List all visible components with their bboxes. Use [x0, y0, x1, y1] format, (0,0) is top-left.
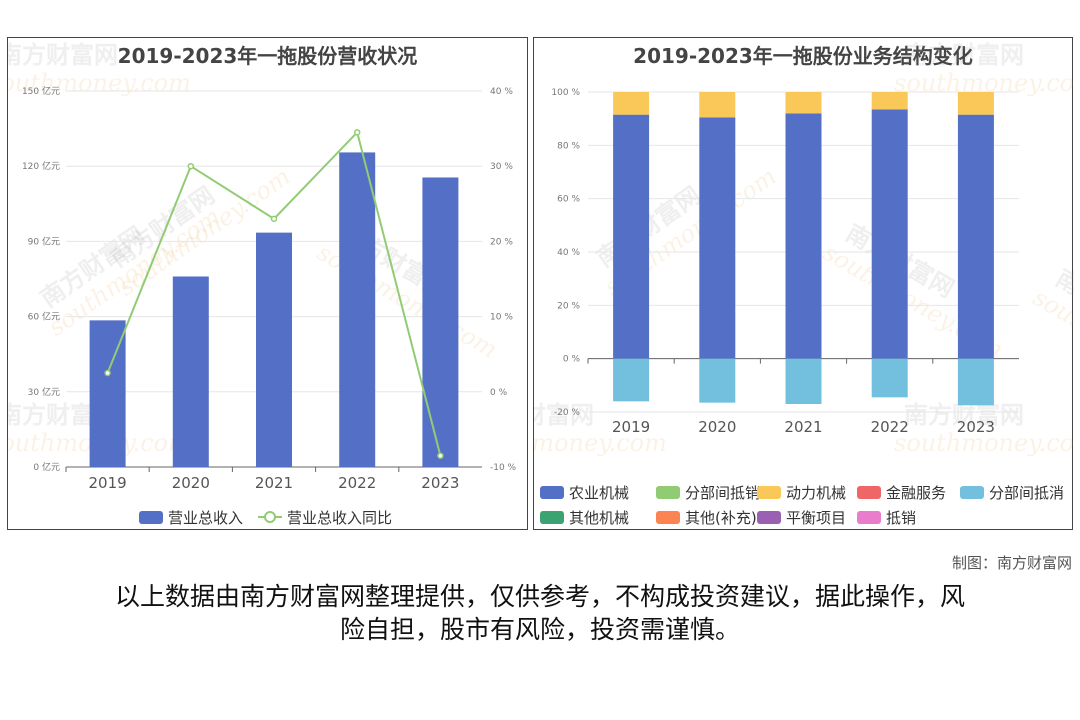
- revenue-bar: [422, 177, 459, 468]
- stack-segment: [699, 358, 736, 403]
- y-left-tick-label: 120 亿元: [22, 160, 60, 172]
- x-tick-label: 2020: [172, 474, 210, 492]
- x-tick-label: 2023: [421, 474, 459, 492]
- legend-swatch: [656, 486, 680, 499]
- structure-chart: 南方财富网southmoney.com南方财富网southmoney.com南方…: [534, 41, 1074, 527]
- x-tick-label: 2022: [871, 418, 909, 436]
- legend-label: 农业机械: [569, 484, 629, 502]
- chart-credit: 制图：南方财富网: [951, 554, 1072, 572]
- x-tick-label: 2023: [957, 418, 995, 436]
- watermark-en: southmoney.com: [8, 69, 191, 97]
- y-left-tick-label: 60 亿元: [28, 311, 60, 323]
- x-tick-label: 2021: [255, 474, 293, 492]
- legend-swatch: [757, 486, 781, 499]
- legend-swatch: [757, 511, 781, 524]
- disclaimer-line-1: 以上数据由南方财富网整理提供，仅供参考，不构成投资建议，据此操作，风: [114, 582, 965, 611]
- y-tick-label: 100 %: [551, 88, 580, 98]
- watermark-cn: 南方财富网: [904, 41, 1024, 69]
- disclaimer: 以上数据由南方财富网整理提供，仅供参考，不构成投资建议，据此操作，风 险自担，股…: [60, 580, 1020, 646]
- stack-segment: [785, 92, 822, 114]
- y-tick-label: -20 %: [554, 408, 581, 418]
- y-left-tick-label: 30 亿元: [28, 386, 60, 398]
- y-right-tick-label: 20 %: [490, 237, 513, 247]
- stack-segment: [699, 117, 736, 359]
- legend-label: 平衡项目: [786, 509, 846, 527]
- stack-segment: [871, 92, 908, 110]
- yoy-point: [353, 129, 361, 136]
- y-tick-label: 40 %: [557, 248, 580, 258]
- revenue-bar: [339, 152, 376, 467]
- legend-swatch: [857, 486, 881, 499]
- stack-segment: [871, 358, 908, 398]
- revenue-chart-title: 2019-2023年一拖股份营收状况: [117, 44, 418, 68]
- x-tick-label: 2020: [698, 418, 736, 436]
- y-left-tick-label: 150 亿元: [22, 85, 60, 97]
- legend-label: 分部间抵销: [685, 484, 760, 502]
- stack-segment: [699, 92, 736, 118]
- y-left-tick-label: 0 亿元: [33, 461, 60, 473]
- stack-segment: [785, 113, 822, 359]
- y-right-tick-label: 40 %: [490, 87, 513, 97]
- yoy-point: [437, 452, 444, 459]
- disclaimer-line-2: 险自担，股市有风险，投资需谨慎。: [339, 615, 740, 644]
- y-right-tick-label: -10 %: [490, 463, 517, 473]
- legend-bar-swatch: [139, 511, 163, 524]
- x-tick-label: 2019: [612, 418, 650, 436]
- revenue-bar: [172, 276, 209, 467]
- legend-label: 其他(补充): [685, 509, 757, 527]
- legend-line-marker: [264, 511, 276, 523]
- legend-label: 动力机械: [786, 484, 846, 502]
- y-tick-label: 60 %: [557, 195, 580, 205]
- structure-chart-title: 2019-2023年一拖股份业务结构变化: [633, 44, 973, 68]
- yoy-point: [104, 369, 111, 377]
- stack-segment: [957, 92, 994, 115]
- revenue-chart-panel: 2019-2023年一拖股份营收状况 南方财富网 southmoney.com 南方…: [7, 37, 528, 530]
- watermark-cn: 南方财富网: [8, 41, 118, 69]
- yoy-point: [187, 162, 195, 170]
- legend-bar-label: 营业总收入: [168, 509, 243, 527]
- watermark-cn: 南方财富网: [534, 401, 594, 429]
- legend-label: 分部间抵消: [989, 484, 1064, 502]
- legend-swatch: [656, 511, 680, 524]
- stack-segment: [613, 92, 650, 115]
- legend-label: 金融服务: [886, 484, 946, 502]
- revenue-bar: [256, 232, 292, 467]
- y-tick-label: 80 %: [557, 141, 580, 151]
- y-right-tick-label: 0 %: [490, 388, 508, 398]
- x-tick-label: 2022: [338, 474, 376, 492]
- watermark-en: southmoney.com: [894, 429, 1074, 457]
- y-right-tick-label: 30 %: [490, 162, 513, 172]
- x-tick-label: 2019: [89, 474, 127, 492]
- stack-segment: [957, 114, 994, 359]
- structure-chart-panel: 2019-2023年一拖股份业务结构变化 南方财富网southmoney.com…: [533, 37, 1074, 530]
- legend-line-label: 营业总收入同比: [287, 509, 392, 527]
- y-tick-label: 20 %: [557, 301, 580, 311]
- y-left-tick-label: 90 亿元: [28, 235, 60, 247]
- x-tick-label: 2021: [784, 418, 822, 436]
- stack-segment: [957, 358, 994, 406]
- legend-swatch: [960, 486, 984, 499]
- legend-label: 抵销: [886, 509, 916, 527]
- stack-segment: [871, 109, 908, 359]
- legend-swatch: [540, 486, 564, 499]
- yoy-point: [270, 215, 278, 223]
- y-right-tick-label: 10 %: [490, 313, 513, 323]
- stack-segment: [613, 358, 650, 402]
- y-tick-label: 0 %: [563, 355, 581, 365]
- legend-label: 其他机械: [569, 509, 629, 527]
- stack-segment: [785, 358, 822, 404]
- watermark-cn: 南方财富网: [904, 401, 1024, 429]
- stack-segment: [613, 114, 650, 359]
- watermark-en: southmoney.com: [1028, 283, 1074, 409]
- legend-swatch: [857, 511, 881, 524]
- legend-swatch: [540, 511, 564, 524]
- watermark-en: southmoney.com: [534, 429, 667, 457]
